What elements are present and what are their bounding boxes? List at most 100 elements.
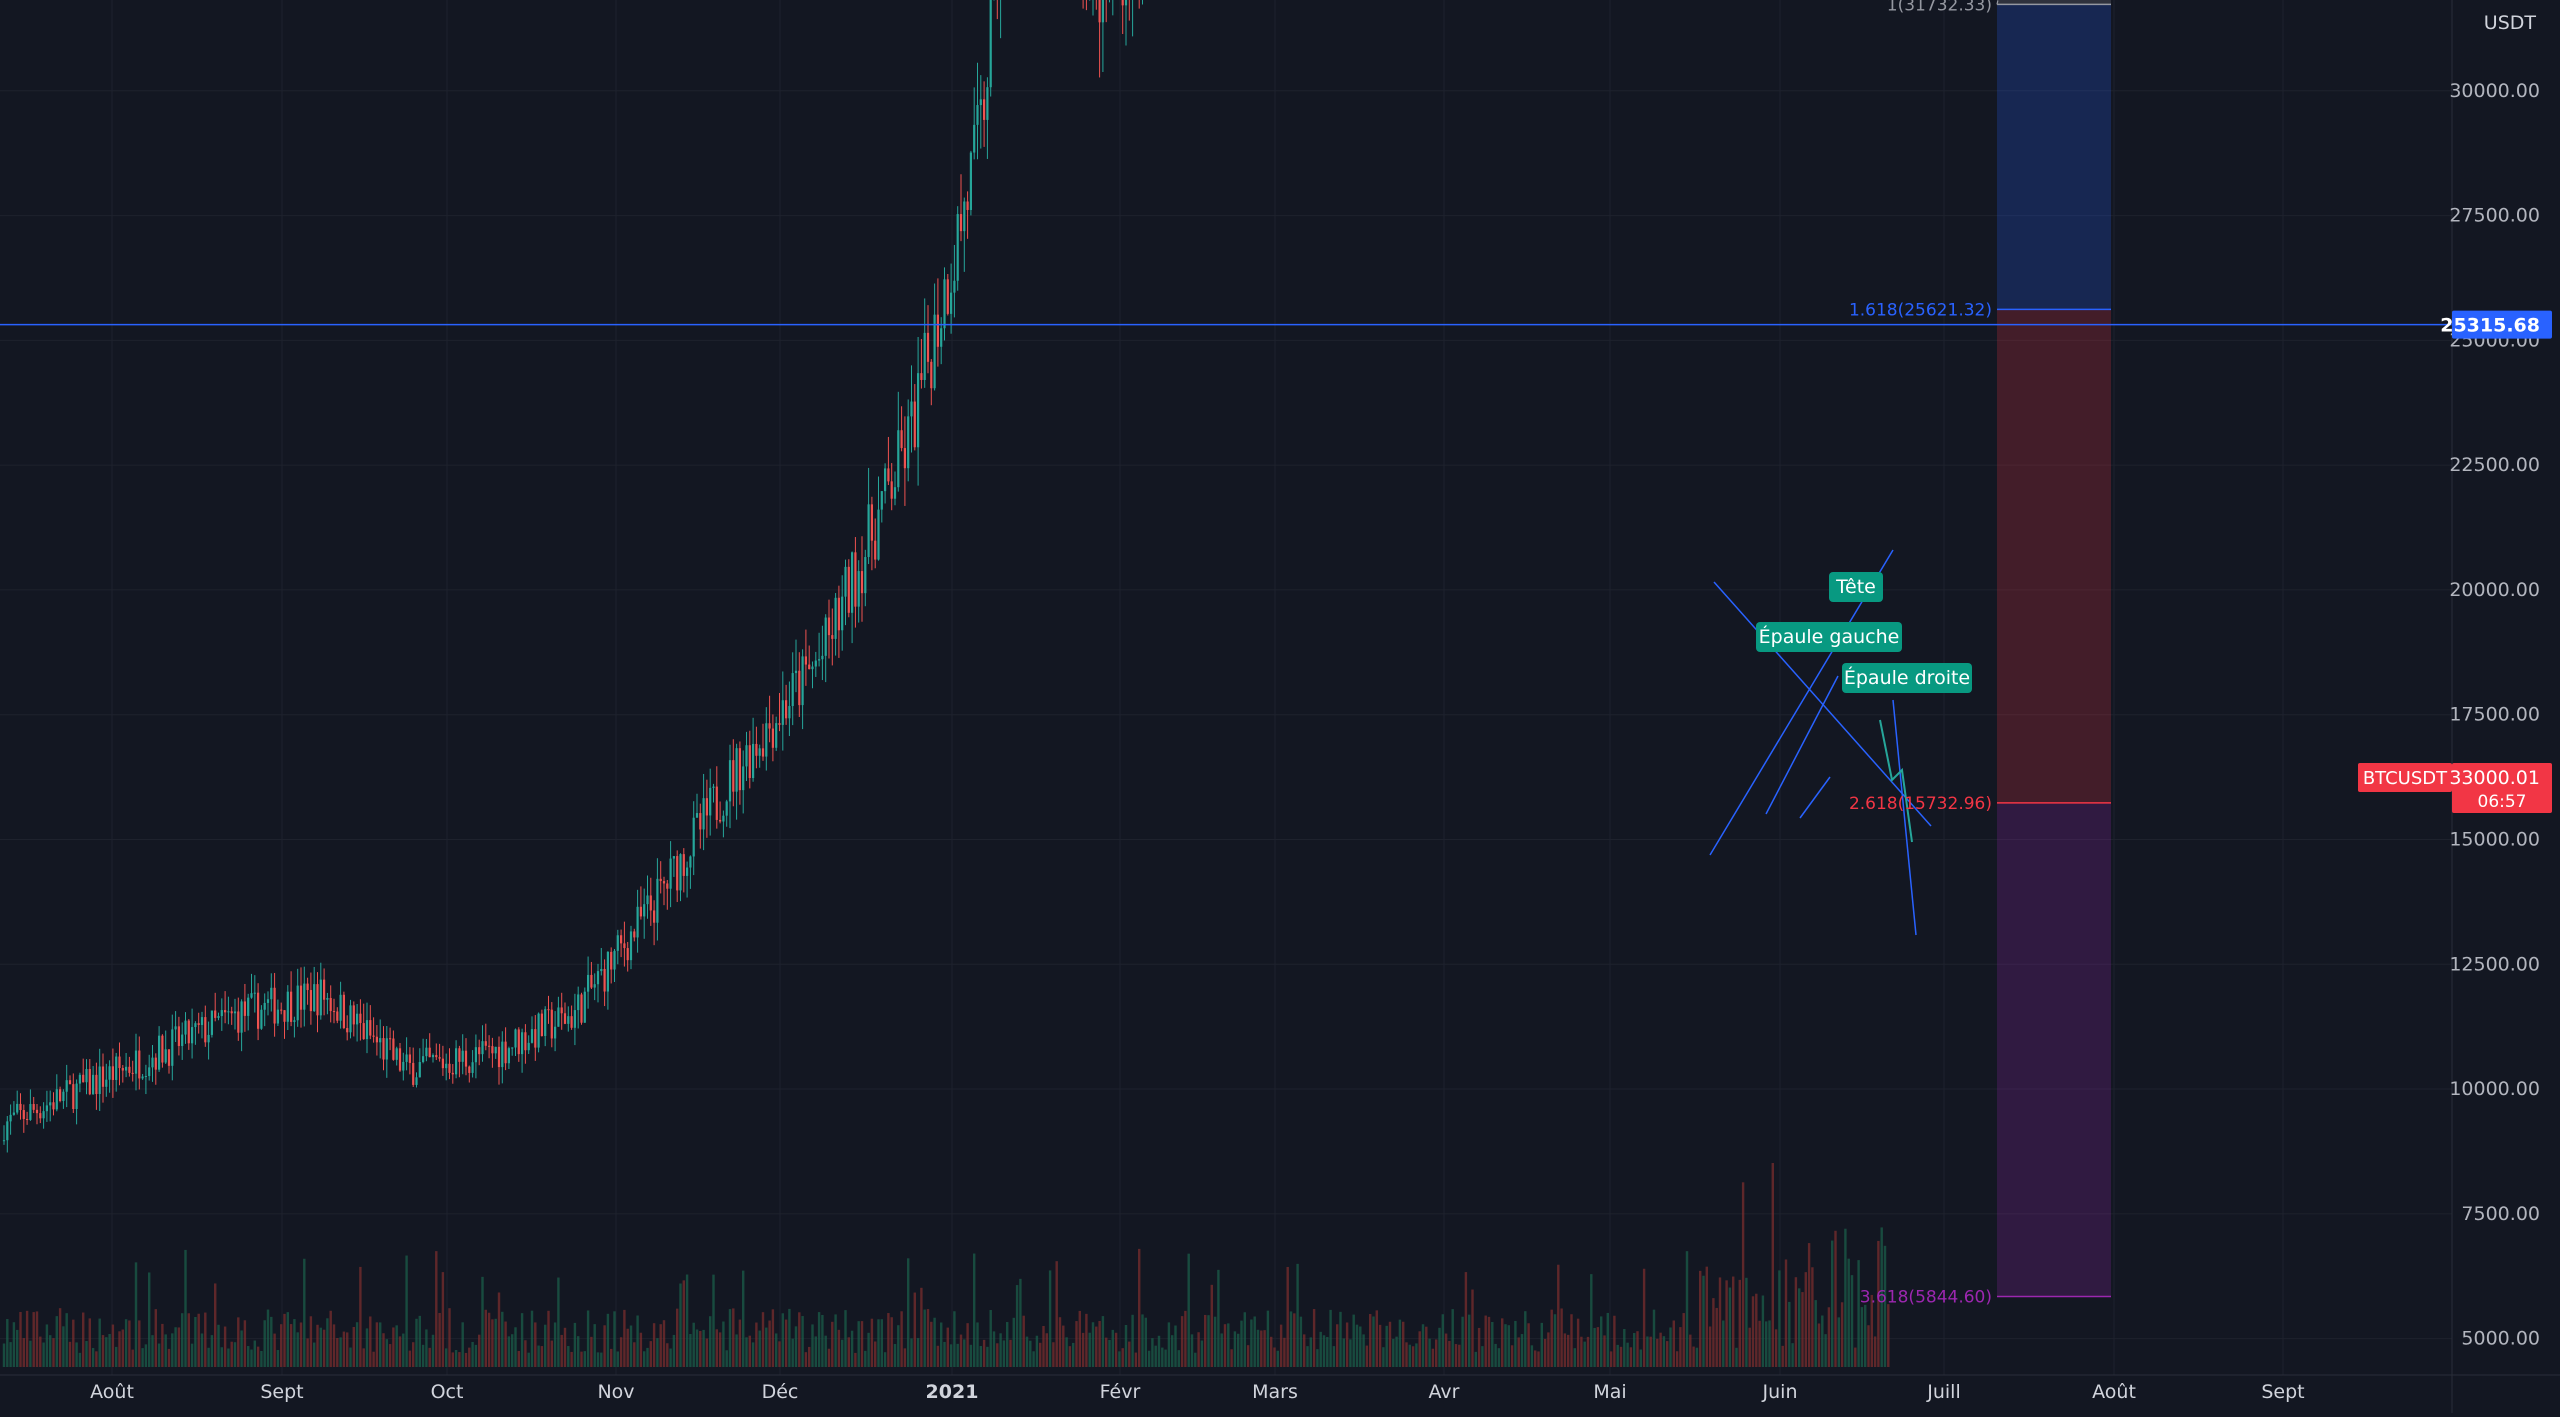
volume-bar: [240, 1330, 243, 1367]
pattern-label-text: Tête: [1835, 576, 1876, 598]
volume-bar: [316, 1324, 319, 1367]
candle-body: [339, 994, 342, 1021]
candle-body: [530, 1029, 534, 1043]
pattern-line[interactable]: [1799, 776, 1831, 819]
volume-bar: [1223, 1324, 1227, 1367]
volume-bar: [1864, 1304, 1867, 1367]
x-tick-label: Avr: [1429, 1381, 1460, 1403]
fib-level-label: 2.618(15732.96): [1849, 794, 1992, 814]
volume-bar: [1708, 1326, 1712, 1367]
volume-bar: [1580, 1336, 1583, 1367]
horizontal-line-price-value: 25315.68: [2440, 315, 2540, 337]
candle-body: [847, 566, 850, 613]
candle-body: [834, 597, 837, 639]
volume-bar: [1405, 1342, 1408, 1367]
candle-body: [306, 983, 309, 991]
candle-body: [356, 1013, 359, 1025]
volume-bar: [1184, 1310, 1187, 1367]
volume-bar: [1355, 1324, 1359, 1367]
price-axis[interactable]: 5000.00 7500.00 10000.00 12500.00 15000.00 17…: [2449, 0, 2560, 1413]
volume-bar: [959, 1334, 963, 1367]
volume-bar: [346, 1332, 349, 1367]
volume-bar: [1091, 1322, 1095, 1367]
candle-body: [6, 1121, 9, 1141]
volume-bar: [847, 1337, 850, 1367]
time-axis[interactable]: Août Sept Oct Nov Déc 2021 Févr Mars Avr Mai Juin J…: [0, 1374, 2560, 1403]
volume-bar: [1002, 1340, 1006, 1367]
volume-bar: [286, 1312, 289, 1367]
candle-body: [299, 985, 303, 1010]
volume-bar: [418, 1315, 421, 1367]
volume-bar: [1108, 1339, 1111, 1367]
candle-body: [280, 1009, 283, 1011]
volume-bar: [1289, 1311, 1293, 1367]
volume-bar: [1161, 1347, 1164, 1367]
candle-body: [610, 951, 613, 970]
pattern-label-box[interactable]: [1829, 572, 1883, 602]
candle-body: [653, 910, 656, 923]
volume-bar: [1032, 1351, 1035, 1367]
volume-bar: [702, 1329, 705, 1367]
pattern-label-box[interactable]: [1756, 622, 1902, 652]
volume-bar: [699, 1330, 702, 1367]
candle-body: [250, 993, 253, 998]
volume-bar: [1593, 1327, 1596, 1367]
volume-bar: [1547, 1332, 1550, 1367]
volume-bar: [1692, 1346, 1695, 1367]
volume-bar: [303, 1258, 306, 1367]
pattern-label-box[interactable]: [1842, 663, 1972, 693]
volume-bar: [1154, 1345, 1157, 1367]
volume-bar: [1349, 1339, 1352, 1367]
candle-body: [709, 787, 712, 816]
candle-body: [464, 1050, 468, 1067]
volume-bar: [1171, 1335, 1174, 1367]
candle-body: [210, 1010, 213, 1035]
volume-bar: [963, 1339, 966, 1367]
pattern-projection[interactable]: [1879, 719, 1913, 843]
candle-body: [649, 895, 652, 911]
candle-body: [897, 430, 900, 488]
candle-body: [316, 984, 319, 1016]
volume-bar: [1336, 1324, 1339, 1367]
candle-body: [943, 279, 946, 329]
volume-bar: [227, 1348, 230, 1367]
volume-bar: [121, 1329, 124, 1367]
x-tick-label: Sept: [260, 1381, 303, 1403]
fibonacci-zones[interactable]: [1996, 0, 2111, 1298]
candle-body: [204, 1017, 207, 1043]
pattern-drawings[interactable]: Tête Épaule gauche Épaule droite: [0, 0, 2452, 936]
candle-body: [85, 1069, 88, 1083]
volume-bar: [946, 1327, 949, 1367]
volume-bar: [1250, 1319, 1253, 1367]
volume-bar: [1649, 1336, 1652, 1367]
candle-body: [296, 985, 299, 1021]
volume-bar: [151, 1335, 154, 1367]
candle-body: [814, 660, 817, 667]
candle-body: [266, 999, 270, 1003]
volume-bar: [1438, 1327, 1441, 1367]
pattern-line[interactable]: [1892, 699, 1917, 936]
volume-bar: [1682, 1313, 1685, 1367]
volume-bar: [507, 1336, 511, 1367]
volume-bar: [1609, 1351, 1613, 1367]
volume-bar: [1279, 1324, 1283, 1367]
volume-bar: [748, 1335, 751, 1367]
candle-body: [283, 1010, 286, 1022]
volume-bar: [1722, 1320, 1725, 1367]
volume-bar: [448, 1308, 451, 1367]
volume-bar: [1039, 1342, 1042, 1367]
volume-bar: [388, 1344, 392, 1367]
pattern-line[interactable]: [1765, 675, 1839, 815]
volume-bar: [659, 1324, 662, 1367]
candle-body: [35, 1109, 39, 1114]
volume-bar: [1388, 1321, 1392, 1367]
volume-bar: [1534, 1350, 1537, 1367]
candle-body: [821, 655, 824, 660]
pattern-line[interactable]: [1713, 581, 1932, 827]
volume-bar: [676, 1308, 679, 1367]
volume-bar: [1613, 1315, 1616, 1367]
volume-bar: [1675, 1351, 1679, 1367]
